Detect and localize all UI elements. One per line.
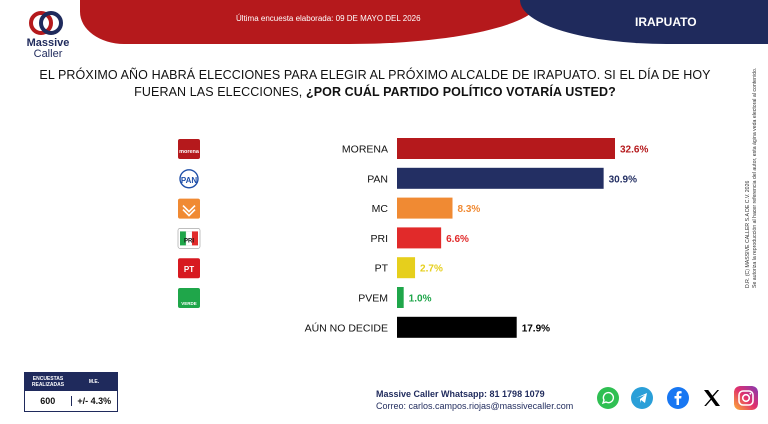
morena-logo: morena — [178, 139, 200, 159]
bar-pt — [397, 257, 416, 279]
category-label: PRI — [370, 233, 388, 245]
value-label: 2.7% — [420, 264, 443, 275]
bar-morena — [397, 138, 615, 159]
pan-logo: PAN — [178, 168, 200, 189]
copyright-note: D.R. (C) MASSIVE CALLER S.A DE C.V. 2026… — [745, 68, 759, 288]
question-line-2: FUERAN LAS ELECCIONES, ¿POR CUÁL PARTIDO… — [30, 84, 720, 101]
facebook-icon[interactable] — [666, 386, 690, 410]
margin-error-header: M.E. — [88, 379, 100, 385]
bar-pri — [397, 227, 442, 249]
surveys-value: 600 — [25, 396, 72, 406]
pri-logo: PRI — [177, 228, 201, 249]
bar-pvem — [397, 287, 404, 308]
brand-line-1: Massive — [26, 37, 70, 49]
pvem-logo-text: VERDE — [181, 301, 197, 306]
bar-pan — [397, 167, 604, 189]
survey-question: EL PRÓXIMO AÑO HABRÁ ELECCIONES PARA ELE… — [30, 67, 720, 101]
survey-date: Última encuesta elaborada: 09 DE MAYO DE… — [236, 14, 421, 23]
margin-error-value: +/- 4.3% — [77, 396, 112, 406]
mc-logo — [178, 198, 200, 219]
stats-value-row: 600 +/- 4.3% — [25, 391, 117, 411]
pri-logo-text: PRI — [184, 238, 194, 244]
pvem-logo: VERDE — [178, 288, 200, 308]
pan-logo-text: PAN — [181, 176, 198, 185]
category-label: PT — [375, 263, 389, 275]
instagram-icon[interactable] — [734, 386, 758, 410]
email-contact: Correo: carlos.campos.riojas@massivecall… — [376, 401, 574, 411]
brand-line-2: Caller — [33, 48, 63, 60]
category-label: AÚN NO DECIDE — [305, 321, 388, 334]
party-vote-bar-chart: MORENA 32.6% morena PAN 30.9% PAN MC 8.3% PRI 6.6… — [177, 138, 648, 338]
massive-caller-logo-icon — [29, 11, 63, 35]
whatsapp-contact: Massive Caller Whatsapp: 81 1798 1079 — [376, 389, 545, 399]
value-label: 17.9% — [522, 323, 550, 334]
morena-logo-text: morena — [179, 149, 200, 155]
pt-logo-text: PT — [184, 265, 194, 274]
value-label: 32.6% — [620, 145, 648, 156]
value-label: 8.3% — [458, 204, 481, 215]
question-line-1: EL PRÓXIMO AÑO HABRÁ ELECCIONES PARA ELE… — [39, 68, 711, 82]
contact-info: Massive Caller Whatsapp: 81 1798 1079 Co… — [376, 388, 573, 412]
category-label: PAN — [367, 173, 388, 185]
city-label: IRAPUATO — [635, 15, 697, 29]
copyright-line-1: D.R. (C) MASSIVE CALLER S.A DE C.V. 2026 — [745, 180, 751, 288]
question-line-2-plain: FUERAN LAS ELECCIONES, — [134, 85, 306, 99]
category-label: MORENA — [342, 144, 388, 156]
bar-mc — [397, 197, 453, 219]
x-icon[interactable] — [700, 386, 724, 410]
surveys-header: ENCUESTAS REALIZADAS — [31, 376, 65, 388]
copyright-line-2: Se autoriza la reproducción al hacer ref… — [752, 67, 758, 288]
bar-aún-no-decide — [397, 316, 517, 338]
value-label: 6.6% — [446, 234, 469, 245]
telegram-icon[interactable] — [630, 386, 654, 410]
category-label: MC — [372, 203, 389, 215]
stats-table: ENCUESTAS REALIZADAS M.E. 600 +/- 4.3% — [24, 372, 118, 412]
value-label: 1.0% — [409, 294, 432, 305]
question-line-2-bold: ¿POR CUÁL PARTIDO POLÍTICO VOTARÍA USTED… — [305, 85, 616, 99]
stats-header-row: ENCUESTAS REALIZADAS M.E. — [25, 373, 117, 391]
whatsapp-icon[interactable] — [596, 386, 620, 410]
pt-logo: PT — [178, 258, 200, 279]
brand-name: Massive Caller — [22, 38, 74, 60]
value-label: 30.9% — [609, 174, 637, 185]
category-label: PVEM — [358, 293, 388, 305]
